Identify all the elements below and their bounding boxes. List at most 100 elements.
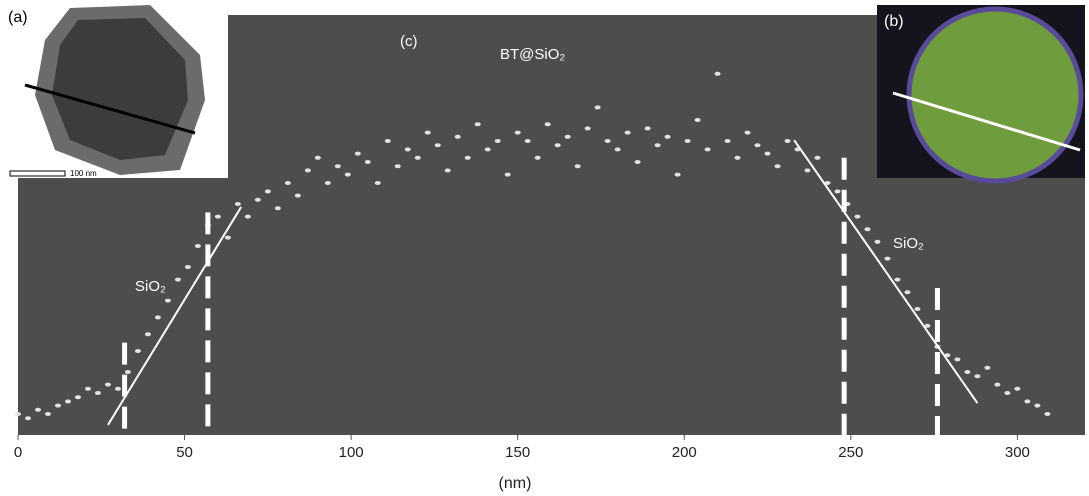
point xyxy=(974,374,981,379)
point xyxy=(264,189,271,194)
point xyxy=(814,155,821,160)
point xyxy=(294,193,301,198)
point xyxy=(474,122,481,127)
shell-label: SiO₂ xyxy=(135,278,166,295)
point xyxy=(344,172,351,177)
point xyxy=(164,298,171,303)
point xyxy=(614,147,621,152)
point xyxy=(774,164,781,169)
inset-a-label: (a) xyxy=(8,9,28,26)
point xyxy=(714,71,721,76)
point xyxy=(94,391,101,395)
point xyxy=(15,412,21,416)
fit-line xyxy=(107,206,243,426)
point xyxy=(854,214,861,219)
x-tick-label: 50 xyxy=(176,444,193,461)
x-tick-label: 250 xyxy=(838,444,863,461)
material-label: BT@SiO₂ xyxy=(500,46,565,63)
point xyxy=(534,155,541,160)
point xyxy=(754,143,761,148)
scan-line xyxy=(892,91,1081,152)
point xyxy=(354,151,361,156)
point xyxy=(184,265,191,269)
point xyxy=(984,365,991,370)
point xyxy=(304,168,311,173)
x-tick-label: 200 xyxy=(672,444,697,461)
point xyxy=(414,155,421,160)
point xyxy=(654,143,661,148)
x-tick-label: 150 xyxy=(505,444,530,461)
point xyxy=(894,277,901,282)
point xyxy=(384,139,391,143)
point xyxy=(154,315,161,320)
point xyxy=(484,147,491,152)
x-axis-label: (nm) xyxy=(499,475,532,492)
point xyxy=(764,151,771,156)
point xyxy=(904,290,911,295)
point xyxy=(524,139,531,143)
point xyxy=(364,160,371,164)
point xyxy=(444,168,451,173)
x-tick-label: 300 xyxy=(1005,444,1030,461)
point xyxy=(804,168,811,173)
x-tick-label: 0 xyxy=(14,444,22,461)
point xyxy=(244,214,251,219)
point xyxy=(374,181,381,185)
point xyxy=(114,386,121,391)
point xyxy=(454,134,461,139)
point xyxy=(224,235,231,240)
point xyxy=(574,164,581,169)
point xyxy=(724,139,731,143)
point xyxy=(554,143,561,148)
point xyxy=(234,202,241,206)
point xyxy=(214,214,221,219)
inset-a: 100 nm (a) xyxy=(0,0,228,178)
point xyxy=(464,155,471,160)
point xyxy=(784,139,791,143)
point xyxy=(604,139,611,143)
point xyxy=(1014,386,1021,391)
point xyxy=(734,155,741,160)
point xyxy=(544,122,551,127)
point xyxy=(54,403,61,408)
point xyxy=(994,382,1001,387)
point xyxy=(644,126,651,131)
point xyxy=(314,155,321,160)
scale-bar xyxy=(9,170,66,177)
point xyxy=(424,130,431,135)
point xyxy=(584,126,591,131)
point xyxy=(874,239,881,244)
point xyxy=(144,332,151,337)
panel-label: (c) xyxy=(400,33,418,50)
point xyxy=(924,323,931,328)
scale-bar-label: 100 nm xyxy=(70,169,97,178)
particle-map xyxy=(906,6,1084,184)
point xyxy=(1004,391,1011,395)
point xyxy=(1034,403,1041,408)
point xyxy=(674,172,681,177)
particle-core xyxy=(52,18,188,160)
point xyxy=(634,160,641,164)
fit-line xyxy=(793,139,979,404)
point xyxy=(624,130,631,135)
plot-layer xyxy=(15,71,1051,435)
point xyxy=(824,181,831,185)
point xyxy=(274,206,281,211)
point xyxy=(394,164,401,169)
point xyxy=(1024,399,1031,404)
point xyxy=(504,172,511,177)
inset-b-label: (b) xyxy=(884,13,904,30)
point xyxy=(884,256,891,261)
scan-line xyxy=(24,83,196,135)
point xyxy=(594,105,601,110)
x-tick-label: 100 xyxy=(339,444,364,461)
point xyxy=(334,164,341,169)
point xyxy=(434,143,441,148)
point xyxy=(664,134,671,139)
point xyxy=(404,147,411,152)
point xyxy=(744,130,751,135)
point xyxy=(24,416,31,421)
shell-label: SiO₂ xyxy=(893,235,924,252)
point xyxy=(704,147,711,152)
